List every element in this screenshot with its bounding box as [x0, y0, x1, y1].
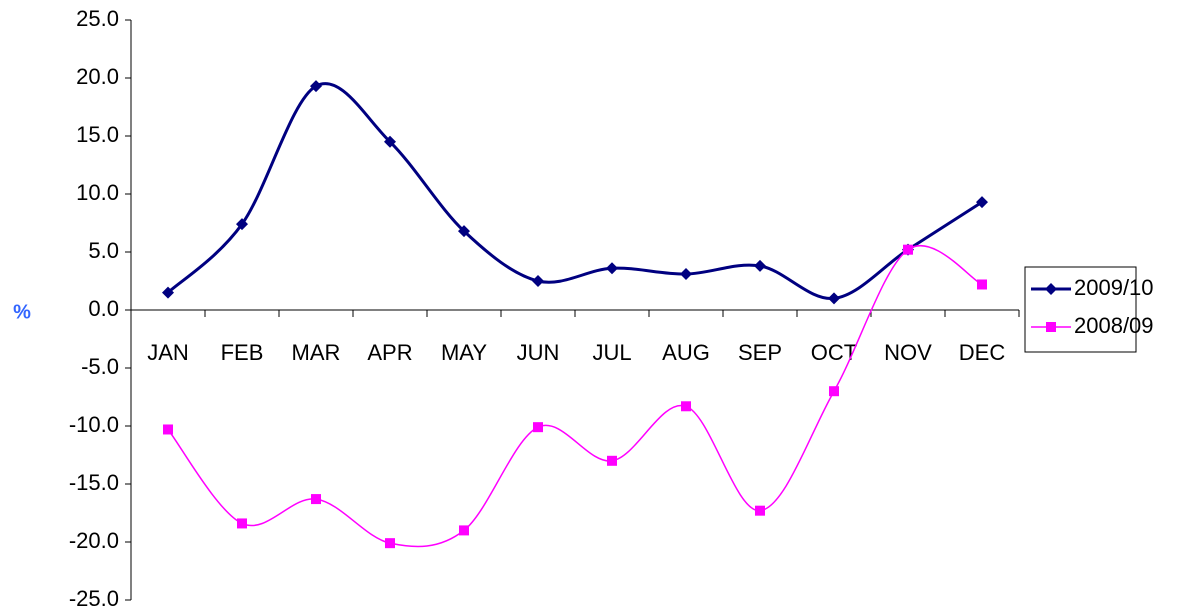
- point: [680, 268, 692, 281]
- point: [532, 275, 544, 287]
- y-tick-label: -20.0: [69, 528, 119, 553]
- y-tick-label: 25.0: [76, 6, 119, 31]
- point: [606, 262, 618, 275]
- point: [754, 259, 766, 272]
- x-tick-label: OCT: [811, 340, 857, 365]
- series-line: [166, 82, 983, 300]
- legend-marker: [1045, 283, 1057, 295]
- y-tick-label: -10.0: [69, 412, 119, 437]
- x-tick-label: NOV: [884, 340, 932, 365]
- point: [162, 286, 174, 299]
- x-tick-label: MAR: [292, 340, 341, 365]
- point: [607, 455, 617, 466]
- point: [236, 218, 248, 231]
- legend-box: [1024, 266, 1137, 353]
- x-tick-label: JUN: [517, 340, 560, 365]
- y-tick-label: -5.0: [81, 354, 119, 379]
- point: [237, 518, 247, 529]
- y-tick-label: 5.0: [88, 238, 119, 263]
- legend-label: 2009/10: [1074, 275, 1154, 300]
- point: [828, 292, 840, 305]
- point: [311, 494, 321, 505]
- point: [681, 401, 691, 412]
- series-line: [167, 245, 983, 548]
- x-tick-label: APR: [367, 340, 412, 365]
- point: [163, 424, 173, 435]
- point: [533, 422, 543, 433]
- y-tick-label: 10.0: [76, 180, 119, 205]
- point: [976, 196, 988, 209]
- x-tick-label: JAN: [147, 340, 189, 365]
- point: [459, 525, 469, 536]
- y-tick-label: -15.0: [69, 470, 119, 495]
- x-tick-label: MAY: [441, 340, 487, 365]
- x-tick-label: DEC: [959, 340, 1006, 365]
- point: [755, 505, 765, 516]
- point: [310, 80, 322, 93]
- x-tick-label: JUL: [592, 340, 631, 365]
- y-tick-label: 0.0: [88, 296, 119, 321]
- x-tick-label: SEP: [738, 340, 782, 365]
- point: [977, 279, 987, 290]
- y-tick-label: -25.0: [69, 586, 119, 611]
- legend-label: 2008/09: [1074, 313, 1154, 338]
- x-tick-label: AUG: [662, 340, 710, 365]
- point: [458, 225, 470, 238]
- y-tick-label: 15.0: [76, 122, 119, 147]
- legend-marker: [1046, 322, 1056, 332]
- x-tick-label: FEB: [221, 340, 264, 365]
- point: [829, 386, 839, 397]
- point: [385, 538, 395, 549]
- point: [903, 244, 913, 255]
- y-axis-label: %: [13, 301, 31, 323]
- y-tick-label: 20.0: [76, 64, 119, 89]
- point: [384, 135, 396, 148]
